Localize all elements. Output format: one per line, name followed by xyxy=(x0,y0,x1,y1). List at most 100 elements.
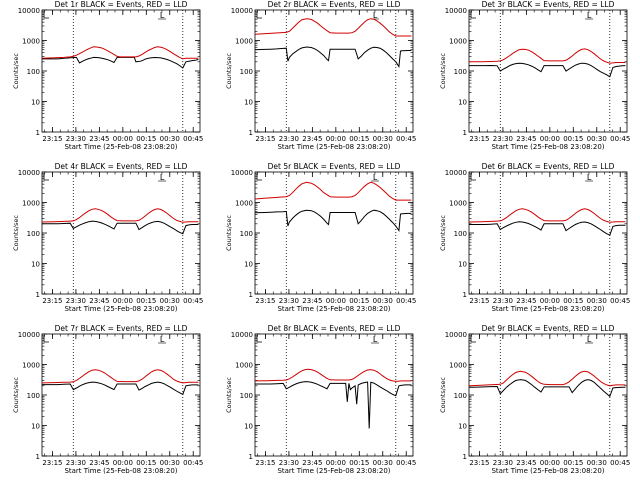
panel-title: Det 9r BLACK = Events, RED = LLD xyxy=(482,324,615,333)
x-tick-label: 23:45 xyxy=(516,135,536,143)
x-tick-label: 00:45 xyxy=(396,135,416,143)
series-events-line xyxy=(42,381,199,396)
y-axis-label: Counts/sec xyxy=(439,377,447,413)
y-tick-label: 100 xyxy=(240,230,253,238)
x-tick-label: 23:45 xyxy=(516,297,536,305)
corner-bracket-left xyxy=(43,336,49,343)
panel-title: Det 5r BLACK = Events, RED = LLD xyxy=(268,162,401,171)
y-tick-label: 1 xyxy=(36,453,40,461)
x-tick-label: 00:45 xyxy=(610,297,630,305)
x-tick-label: 00:30 xyxy=(587,297,607,305)
marker-label-l: L xyxy=(373,11,378,20)
x-tick-label: 00:00 xyxy=(326,135,346,143)
x-tick-label: 23:30 xyxy=(279,135,299,143)
panel-det-9r: Det 9r BLACK = Events, RED = LLD 1 10 100 10… xyxy=(439,324,630,475)
y-axis-label: Counts/sec xyxy=(225,215,233,251)
x-tick-label: 00:00 xyxy=(540,297,560,305)
x-tick-label: 23:15 xyxy=(469,135,489,143)
y-tick-label: 10000 xyxy=(445,7,467,15)
x-tick-label: 23:30 xyxy=(66,459,86,467)
marker-label-l: L xyxy=(373,173,378,182)
corner-bracket-left xyxy=(256,336,262,343)
panel-det-3r: Det 3r BLACK = Events, RED = LLD 1 10 100 10… xyxy=(439,0,630,151)
panel-title: Det 4r BLACK = Events, RED = LLD xyxy=(55,162,188,171)
y-tick-label: 10000 xyxy=(18,331,40,339)
series-events-line xyxy=(468,379,626,398)
panel-title: Det 1r BLACK = Events, RED = LLD xyxy=(55,0,188,9)
x-tick-label: 23:15 xyxy=(469,459,489,467)
plot-frame xyxy=(41,9,201,133)
corner-bracket-left xyxy=(470,336,476,343)
corner-bracket-left xyxy=(43,174,49,181)
x-tick-label: 23:15 xyxy=(255,459,275,467)
y-tick-label: 10 xyxy=(244,261,253,269)
y-tick-label: 1000 xyxy=(449,200,467,208)
y-axis-label: Counts/sec xyxy=(225,53,233,89)
panel-det-8r: Det 8r BLACK = Events, RED = LLD 1 10 100 10… xyxy=(225,324,416,475)
x-tick-label: 23:30 xyxy=(279,297,299,305)
x-tick-label: 00:45 xyxy=(183,459,203,467)
panel-det-1r: Det 1r BLACK = Events, RED = LLD 1 10 100 10… xyxy=(12,0,203,151)
x-axis-label: Start Time (25-Feb-08 23:08:20) xyxy=(64,143,177,151)
y-tick-label: 10000 xyxy=(231,331,253,339)
x-tick-label: 00:00 xyxy=(540,459,560,467)
plot-frame xyxy=(41,333,201,457)
y-tick-label: 1 xyxy=(36,129,40,137)
x-tick-label: 00:00 xyxy=(540,135,560,143)
x-tick-label: 00:45 xyxy=(183,297,203,305)
x-tick-label: 00:45 xyxy=(610,135,630,143)
y-tick-label: 1 xyxy=(249,129,253,137)
series-lld-line xyxy=(254,18,412,37)
series-lld-line xyxy=(41,208,199,223)
panel-det-7r: Det 7r BLACK = Events, RED = LLD 1 10 100 10… xyxy=(12,324,203,475)
y-tick-label: 10000 xyxy=(231,169,253,177)
x-axis-label: Start Time (25-Feb-08 23:08:20) xyxy=(491,305,604,313)
plot-frame xyxy=(254,333,414,457)
marker-label-l: L xyxy=(160,335,165,344)
x-tick-label: 23:15 xyxy=(469,297,489,305)
x-tick-label: 23:15 xyxy=(42,135,62,143)
y-axis-label: Counts/sec xyxy=(12,215,20,251)
x-axis-label: Start Time (25-Feb-08 23:08:20) xyxy=(277,305,390,313)
y-tick-label: 1000 xyxy=(22,362,40,370)
y-tick-label: 10000 xyxy=(231,7,253,15)
marker-label-l: L xyxy=(587,335,592,344)
y-axis-label: Counts/sec xyxy=(439,53,447,89)
y-tick-label: 100 xyxy=(454,392,467,400)
y-tick-label: 10 xyxy=(458,99,467,107)
panel-title: Det 2r BLACK = Events, RED = LLD xyxy=(268,0,401,9)
corner-bracket-left xyxy=(470,174,476,181)
corner-bracket-left xyxy=(470,12,476,19)
plot-frame xyxy=(254,9,414,133)
y-tick-label: 1 xyxy=(249,291,253,299)
x-tick-label: 00:30 xyxy=(160,297,180,305)
y-tick-label: 1000 xyxy=(235,200,253,208)
x-tick-label: 00:15 xyxy=(349,297,369,305)
x-tick-label: 23:45 xyxy=(89,459,109,467)
marker-label-l: L xyxy=(587,11,592,20)
y-axis-label: Counts/sec xyxy=(225,377,233,413)
y-tick-label: 1 xyxy=(249,453,253,461)
y-tick-label: 1 xyxy=(463,453,467,461)
x-axis-label: Start Time (25-Feb-08 23:08:20) xyxy=(277,143,390,151)
series-lld-line xyxy=(468,208,626,223)
y-tick-label: 10 xyxy=(244,99,253,107)
x-tick-label: 00:00 xyxy=(113,297,133,305)
x-tick-label: 00:00 xyxy=(113,135,133,143)
series-lld-line xyxy=(41,369,199,384)
y-tick-label: 100 xyxy=(27,230,40,238)
x-tick-label: 23:45 xyxy=(89,135,109,143)
panel-det-4r: Det 4r BLACK = Events, RED = LLD 1 10 100 10… xyxy=(12,162,203,313)
plot-frame xyxy=(468,333,628,457)
plot-frame xyxy=(254,171,414,295)
y-tick-label: 10 xyxy=(31,261,40,269)
x-tick-label: 23:45 xyxy=(516,459,536,467)
x-tick-label: 23:45 xyxy=(302,297,322,305)
y-tick-label: 100 xyxy=(240,392,253,400)
y-tick-label: 10000 xyxy=(18,7,40,15)
x-tick-label: 00:00 xyxy=(326,459,346,467)
x-tick-label: 23:30 xyxy=(493,459,513,467)
x-tick-label: 00:30 xyxy=(587,135,607,143)
y-tick-label: 100 xyxy=(454,230,467,238)
